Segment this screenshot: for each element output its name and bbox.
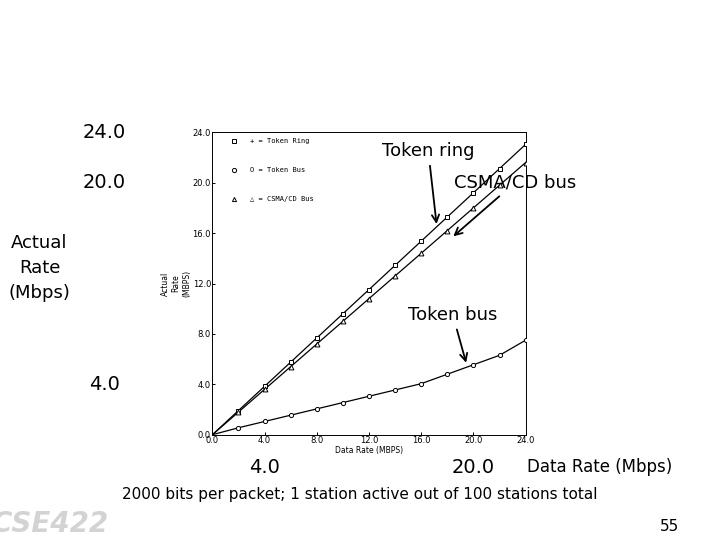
Text: Token ring: Token ring [382,142,474,222]
Text: + = Token Ring: + = Token Ring [250,138,310,144]
Text: 24.0: 24.0 [83,123,126,142]
Text: CSMA/CD bus: CSMA/CD bus [454,174,576,235]
Text: △ = CSMA/CD Bus: △ = CSMA/CD Bus [250,196,314,202]
Text: 20.0: 20.0 [83,173,126,192]
Text: 2000 bits per packet; 1 station active out of 100 stations total: 2000 bits per packet; 1 station active o… [122,487,598,502]
Text: 4.0: 4.0 [249,457,280,477]
Text: Actual
Rate
(Mbps): Actual Rate (Mbps) [9,234,71,302]
Text: 4.0: 4.0 [89,375,120,394]
X-axis label: Data Rate (MBPS): Data Rate (MBPS) [335,447,403,455]
Y-axis label: Actual
Rate
(MBPS): Actual Rate (MBPS) [161,270,191,297]
Text: O = Token Bus: O = Token Bus [250,167,305,173]
Text: Data Rate (Mbps): Data Rate (Mbps) [527,458,672,476]
Text: CSE422: CSE422 [0,510,109,538]
Text: 55: 55 [660,519,679,534]
Text: Token bus: Token bus [408,306,498,361]
Text: 20.0: 20.0 [452,457,495,477]
